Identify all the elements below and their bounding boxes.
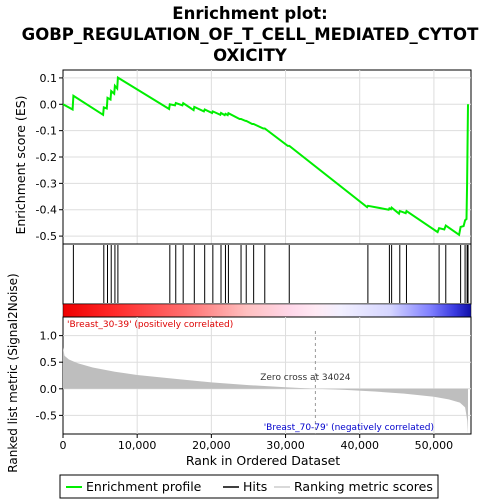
x-tick-label: 0 [60, 439, 67, 452]
chart-title-line-3: OXICITY [213, 46, 288, 65]
rank-color-bar [62, 303, 472, 318]
legend-metric-label: Ranking metric scores [294, 479, 433, 494]
hits-panel-frame [62, 243, 472, 305]
es-grid [63, 70, 471, 244]
es-y-tick-label: -0.3 [36, 177, 57, 190]
legend-enrichment-label: Enrichment profile [86, 479, 202, 494]
enrichment-score-panel: 0.1 0.0 -0.1 -0.2 -0.3 -0.4 -0.5 Enrichment sc… [13, 69, 472, 245]
negative-class-label: 'Breast_70-79' (negatively correlated) [264, 423, 434, 433]
x-axis-label: Rank in Ordered Dataset [186, 453, 340, 468]
x-tick-label: 40,000 [340, 439, 379, 452]
es-y-axis-label: Enrichment score (ES) [13, 95, 28, 234]
hit-lines [72, 245, 469, 303]
es-y-ticks: 0.1 0.0 -0.1 -0.2 -0.3 -0.4 -0.5 [36, 72, 63, 243]
es-y-tick-label: 0.1 [40, 72, 58, 85]
ranking-metric-area [63, 347, 468, 434]
x-axis-ticks: 0 10,000 20,000 30,000 40,000 50,000 [60, 434, 454, 452]
es-y-tick-label: -0.2 [36, 151, 57, 164]
metric-y-ticks: 1.0 0.5 0.0 -0.5 [36, 330, 63, 422]
metric-y-axis-label: Ranked list metric (Signal2Noise) [6, 273, 20, 472]
es-y-tick-label: -0.5 [36, 230, 57, 243]
enrichment-profile-line [62, 75, 469, 237]
legend: Enrichment profile Hits Ranking metric s… [59, 474, 439, 499]
x-tick-label: 20,000 [192, 439, 231, 452]
x-tick-label: 50,000 [415, 439, 454, 452]
legend-hits-label: Hits [243, 479, 267, 494]
chart-title-line-1: Enrichment plot: [172, 4, 327, 23]
metric-y-tick-label: 0.5 [40, 356, 58, 369]
hits-panel [62, 243, 472, 305]
es-y-tick-label: -0.4 [36, 204, 57, 217]
x-tick-label: 10,000 [118, 439, 157, 452]
positive-class-label: 'Breast_30-39' (positively correlated) [67, 320, 233, 330]
metric-y-tick-label: -0.5 [36, 409, 57, 422]
es-y-tick-label: -0.1 [36, 125, 57, 138]
zero-cross-label: Zero cross at 34024 [260, 373, 351, 383]
metric-y-tick-label: 1.0 [40, 330, 58, 343]
chart-title-line-2: GOBP_REGULATION_OF_T_CELL_MEDIATED_CYTOT [22, 25, 479, 44]
es-y-tick-label: 0.0 [40, 98, 58, 111]
ranked-metric-panel: 1.0 0.5 0.0 -0.5 'Breast_30-39' (positively… [6, 273, 472, 473]
metric-y-tick-label: 0.0 [40, 383, 58, 396]
legend-box [59, 474, 439, 499]
x-tick-label: 30,000 [266, 439, 305, 452]
